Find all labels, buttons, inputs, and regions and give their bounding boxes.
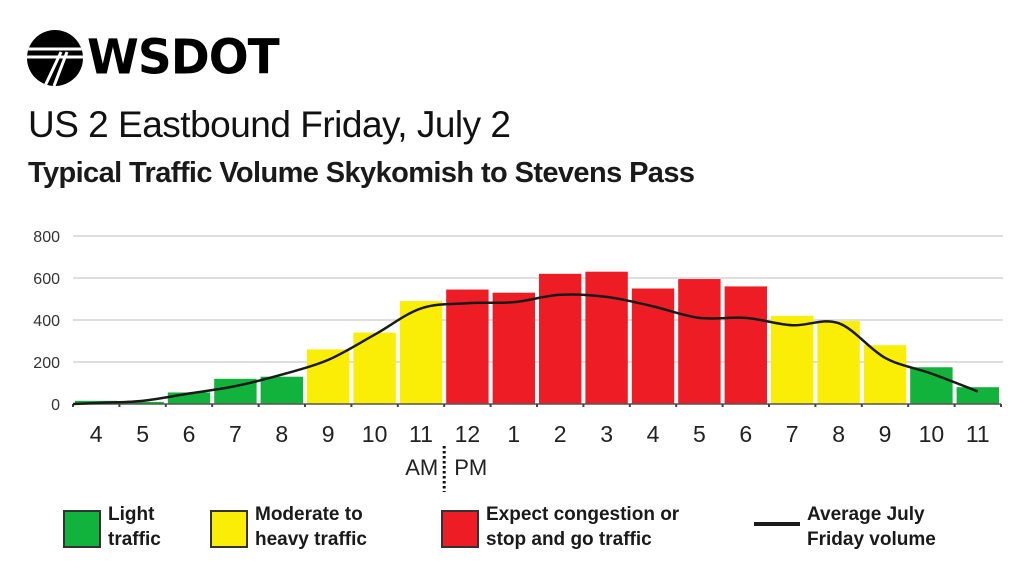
y-tick-label: 800 [33,229,60,246]
legend-item-congestion: Expect congestion or stop and go traffic [441,502,679,552]
bar [863,345,907,404]
bar [724,286,767,404]
am-label: AM [405,455,438,480]
bar [399,301,443,404]
x-tick-label: 4 [90,421,103,447]
bar [585,271,628,404]
chart-title: US 2 Eastbound Friday, July 2 [28,104,511,145]
legend-swatch-light [63,510,101,548]
bar [956,387,999,404]
y-tick-label: 0 [51,397,60,414]
x-tick-label: 2 [554,421,567,447]
bar [771,315,814,404]
legend-swatch-moderate [210,510,248,548]
legend-line-icon [754,522,800,526]
legend-label: Average July Friday volume [807,504,936,550]
x-tick-label: 3 [600,421,613,447]
x-tick-label: 9 [322,421,335,447]
legend-label: Light traffic [108,504,161,550]
legend-item-moderate: Moderate to heavy traffic [210,502,367,552]
x-tick-label: 7 [229,421,242,447]
x-tick-label: 9 [879,421,892,447]
x-tick-label: 8 [832,421,845,447]
x-tick-label: 11 [966,421,990,447]
x-tick-label: 5 [136,421,149,447]
x-tick-label: 8 [275,421,288,447]
logo-text: WSDOT [87,29,280,86]
legend-item-light: Light traffic [63,502,161,552]
bar [446,289,489,404]
bar [492,292,535,404]
bar [121,401,164,404]
x-tick-label: 6 [183,421,196,447]
legend-label: Moderate to heavy traffic [255,504,367,550]
bar [260,376,303,404]
x-tick-label: 12 [455,421,481,447]
chart-legend: Light traffic Moderate to heavy traffic … [0,502,1024,562]
bar [631,288,675,404]
x-tick-label: 10 [919,421,945,447]
x-tick-label: 7 [786,421,799,447]
x-tick-label: 4 [647,421,660,447]
wsdot-emblem-icon [27,30,83,86]
pm-label: PM [454,455,487,480]
bar [167,392,211,404]
bar [817,321,860,404]
y-tick-label: 600 [33,271,60,288]
wsdot-logo: WSDOT [27,29,280,86]
legend-label: Expect congestion or stop and go traffic [486,504,680,550]
x-tick-label: 1 [507,421,520,447]
x-tick-label: 10 [362,421,388,447]
bar [353,332,396,404]
x-tick-label: 6 [739,421,752,447]
y-tick-label: 400 [33,313,60,330]
chart-subtitle: Typical Traffic Volume Skykomish to Stev… [28,157,695,189]
average-volume-line [72,293,979,406]
bar [307,349,350,404]
legend-swatch-congestion [441,510,479,548]
x-tick-label: 11 [409,421,433,447]
y-tick-label: 200 [33,355,60,372]
legend-item-average-line: Average July Friday volume [754,502,936,552]
bar [678,279,721,404]
x-tick-label: 5 [693,421,706,447]
